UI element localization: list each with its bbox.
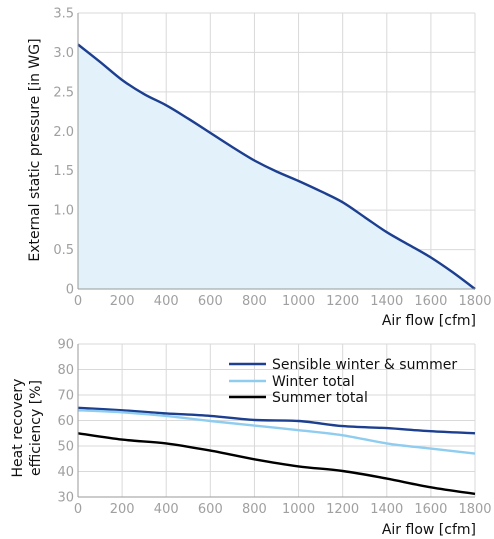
pressure-xtick-8: 1600 [414,294,447,309]
pressure-ytick-7: 3.5 [53,7,74,22]
pressure-xtick-0: 0 [74,294,82,309]
legend-label-0: Sensible winter & summer [272,357,457,373]
efficiency-xtick-9: 1800 [458,502,491,517]
efficiency-xtick-5: 1000 [282,502,315,517]
efficiency-series-line-1 [78,410,475,453]
efficiency-ytick-2: 50 [57,440,74,455]
pressure-chart-ylabel: External static pressure [in WG] [27,38,43,261]
pressure-xtick-7: 1400 [370,294,403,309]
efficiency-series-line-2 [78,433,475,494]
pressure-ytick-3: 1.5 [53,164,74,179]
efficiency-xtick-1: 200 [110,502,135,517]
efficiency-xtick-2: 400 [154,502,179,517]
pressure-xtick-6: 1200 [326,294,359,309]
pressure-ytick-1: 0.5 [53,243,74,258]
efficiency-ytick-5: 80 [57,363,74,378]
efficiency-chart: 0 200 400 600 800 1000 1200 1400 1600 1800 30 40 50 6… [10,338,492,539]
pressure-area-fill [78,45,475,290]
efficiency-chart-ylabel-line2: efficiency [%] [28,380,44,476]
pressure-chart-xlabel: Air flow [cfm] [382,313,476,329]
pressure-chart: 0 200 400 600 800 1000 1200 1400 1600 1800 0 0.5 1.0… [27,7,492,330]
efficiency-ytick-0: 30 [57,491,74,506]
legend-label-1: Winter total [272,374,355,390]
pressure-ytick-2: 1.0 [53,204,74,219]
pressure-ytick-0: 0 [66,283,74,298]
efficiency-xtick-0: 0 [74,502,82,517]
pressure-xtick-9: 1800 [458,294,491,309]
efficiency-xtick-3: 600 [198,502,223,517]
efficiency-xtick-8: 1600 [414,502,447,517]
pressure-ytick-6: 3.0 [53,46,74,61]
pressure-xtick-2: 400 [154,294,179,309]
legend-label-2: Summer total [272,390,368,406]
efficiency-ytick-3: 60 [57,414,74,429]
efficiency-xtick-4: 800 [242,502,267,517]
pressure-ytick-5: 2.5 [53,85,74,100]
efficiency-ytick-4: 70 [57,389,74,404]
pressure-xtick-4: 800 [242,294,267,309]
pressure-xtick-1: 200 [110,294,135,309]
efficiency-ytick-6: 90 [57,338,74,353]
efficiency-xtick-6: 1200 [326,502,359,517]
efficiency-chart-xlabel: Air flow [cfm] [382,522,476,538]
efficiency-chart-ylabel-line1: Heat recovery [10,379,26,478]
pressure-xtick-3: 600 [198,294,223,309]
pressure-ytick-4: 2.0 [53,125,74,140]
pressure-xtick-5: 1000 [282,294,315,309]
efficiency-ytick-1: 40 [57,465,74,480]
efficiency-xtick-7: 1400 [370,502,403,517]
